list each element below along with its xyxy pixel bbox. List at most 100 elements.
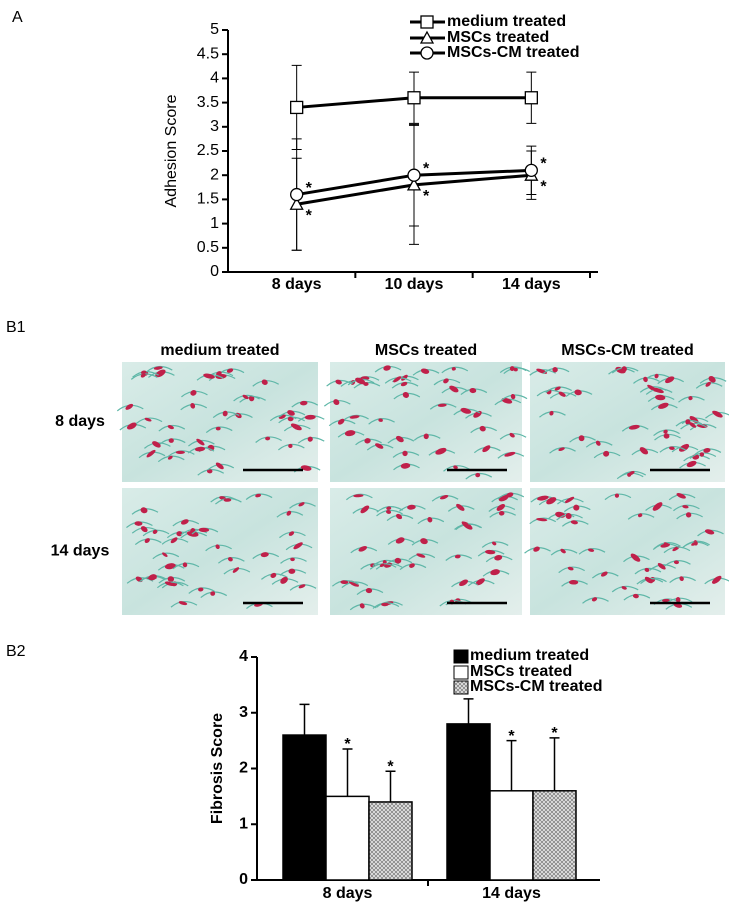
cell-nucleus [152,529,158,534]
x-tick-label: 10 days [385,276,444,293]
cell-nucleus [546,497,557,505]
cell-nucleus [654,373,659,379]
cell-nucleus [232,567,240,573]
cell-nucleus [657,563,666,570]
cell-nucleus [360,505,370,514]
y-tick-label: 2 [239,760,248,777]
fiber [654,542,681,549]
cell-nucleus [190,402,196,409]
bar [282,734,327,881]
micrograph [122,362,318,482]
cell-nucleus [353,494,364,498]
cell-nucleus [658,402,669,409]
y-axis-label: Adhesion Score [163,94,180,207]
cell-nucleus [437,403,447,407]
cell-nucleus [381,602,389,607]
cell-nucleus [420,368,430,374]
cell-nucleus [364,438,371,444]
cell-nucleus [395,513,403,520]
cell-nucleus [293,542,303,550]
cell-nucleus [461,521,472,530]
cell-nucleus [178,601,188,606]
cell-nucleus [451,367,456,371]
significance-mark: * [423,188,430,205]
fiber [135,417,163,425]
cell-nucleus [215,426,221,431]
y-tick-label: 4 [239,648,248,665]
x-tick-label: 8 days [272,276,322,293]
cell-nucleus [280,576,288,584]
cell-nucleus [226,368,234,373]
significance-mark: * [508,728,515,745]
y-tick-label: 4 [210,70,219,87]
cell-nucleus [298,584,306,589]
cell-nucleus [162,552,168,557]
cell-nucleus [386,506,392,511]
cell-nucleus [393,376,402,383]
cell-nucleus [402,450,408,457]
cell-nucleus [558,447,565,452]
cell-nucleus [365,588,373,594]
panel-label: B1 [6,319,26,336]
significance-mark: * [344,736,351,753]
cell-nucleus [300,400,308,406]
cell-nucleus [639,447,649,455]
cell-nucleus [287,410,295,416]
cell-nucleus [416,553,426,558]
cell-nucleus [712,410,723,418]
cell-nucleus [290,557,295,562]
marker [406,177,422,191]
legend-label: MSCs treated [447,29,549,46]
cell-nucleus [558,391,566,397]
cell-nucleus [679,443,690,452]
cell-nucleus [140,507,148,514]
cell-nucleus [348,580,360,587]
x-tick-label: 14 days [502,276,561,293]
cell-nucleus [711,575,722,584]
cell-nucleus [176,531,183,537]
cell-nucleus [708,376,716,383]
cell-nucleus [383,365,391,371]
cell-nucleus [395,537,405,544]
cell-nucleus [705,381,711,387]
cell-nucleus [662,598,670,603]
cell-nucleus [358,545,368,552]
cell-nucleus [554,386,561,391]
column-header: medium treated [160,342,279,359]
cell-nucleus [644,576,653,584]
cell-nucleus [552,367,558,373]
cell-nucleus [182,562,188,568]
cell-nucleus [378,418,383,422]
cell-nucleus [167,455,173,460]
cell-nucleus [344,430,356,437]
marker [524,163,538,178]
cell-nucleus [686,460,697,468]
micrograph-grid [116,362,729,615]
cell-nucleus [153,366,163,370]
y-tick-label: 2.5 [197,142,219,159]
cell-nucleus [699,452,705,457]
cell-nucleus [509,366,515,371]
cell-nucleus [286,510,292,516]
cell-nucleus [509,432,515,438]
cell-nucleus [573,504,580,511]
cell-nucleus [454,554,461,559]
cell-nucleus [704,529,715,535]
cell-nucleus [335,379,342,385]
cell-nucleus [307,436,313,442]
marker [290,100,304,115]
y-tick-label: 1.5 [197,191,219,208]
y-tick-label: 5 [210,21,219,38]
cell-nucleus [386,509,392,514]
cell-nucleus [125,403,134,410]
significance-mark: * [306,207,313,224]
cell-nucleus [223,498,232,502]
y-tick-label: 1 [239,815,248,832]
cell-nucleus [126,422,137,430]
legend-label: medium treated [470,647,589,664]
cell-nucleus [359,603,365,609]
cell-nucleus [689,422,697,428]
cell-nucleus [288,443,293,449]
cell-nucleus [304,414,316,420]
